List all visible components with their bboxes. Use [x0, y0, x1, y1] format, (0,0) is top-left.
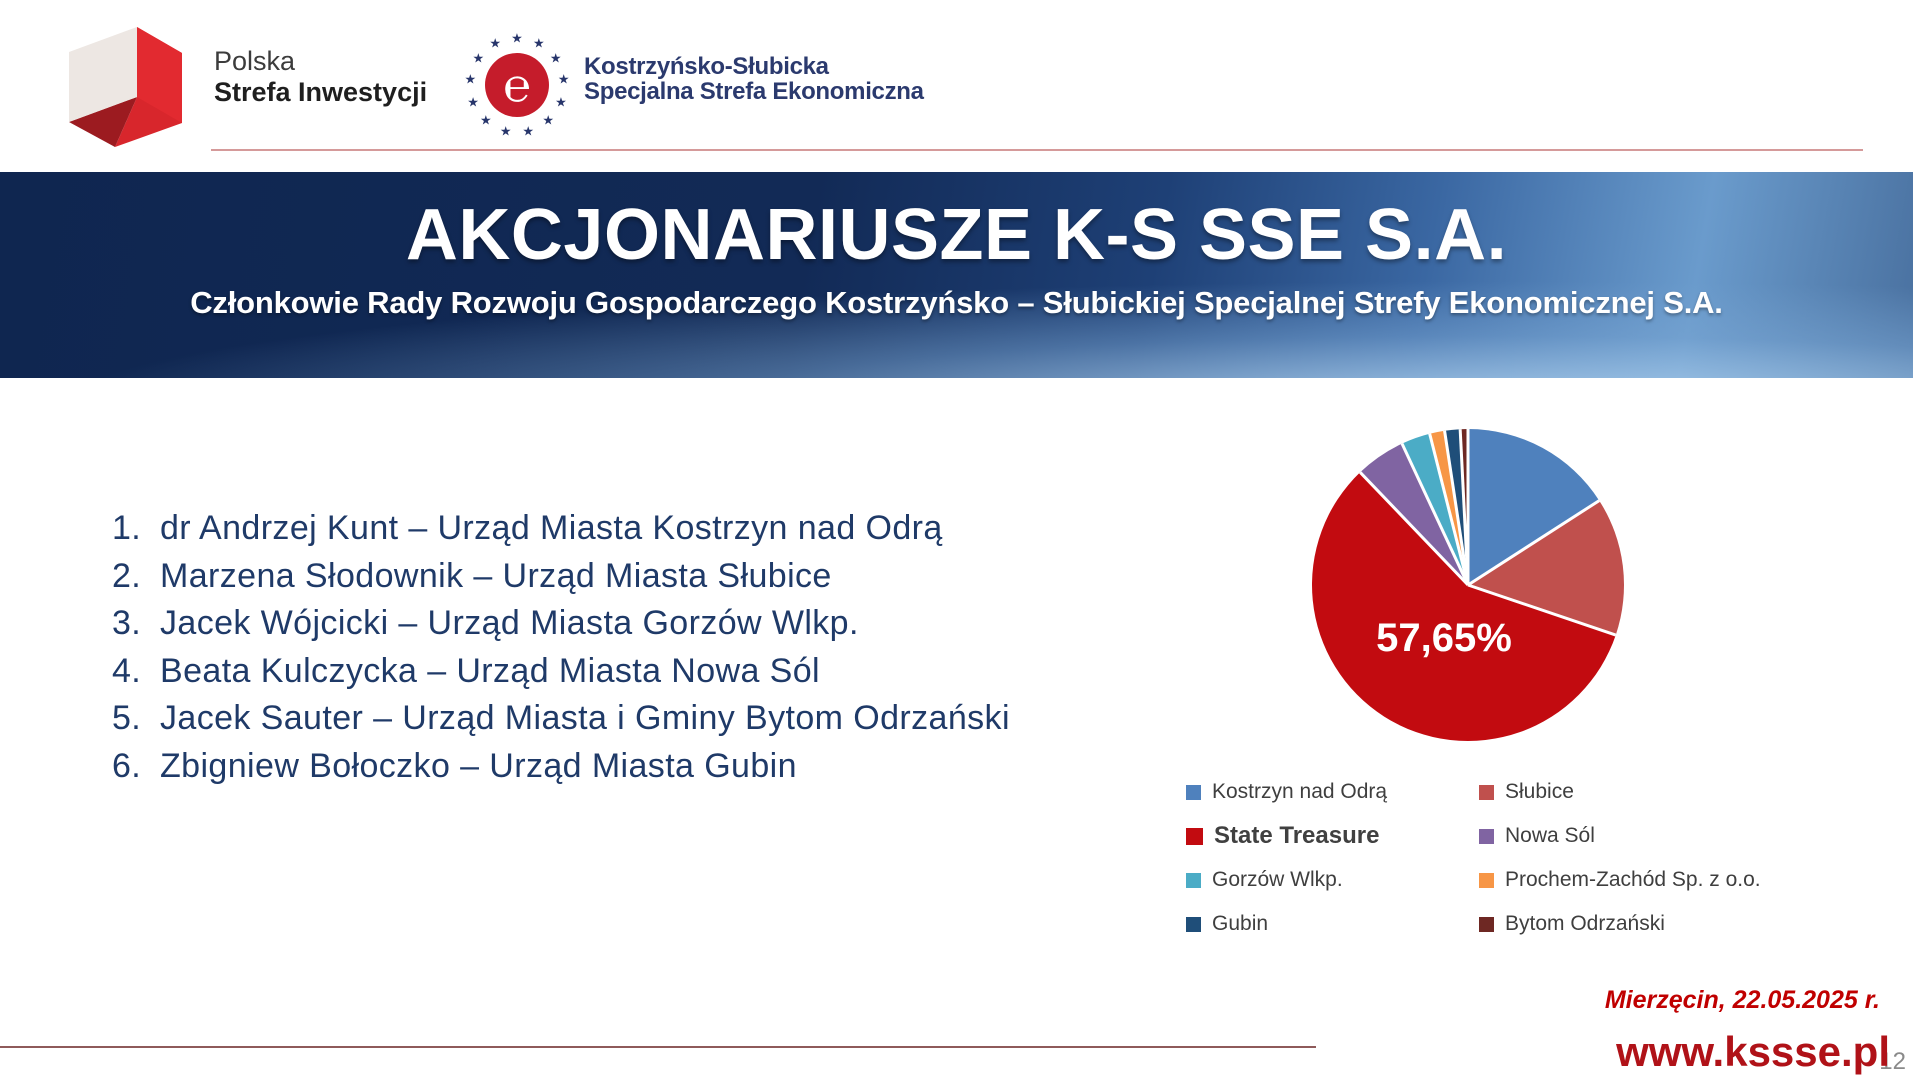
- legend-item: Kostrzyn nad Odrą: [1186, 770, 1479, 814]
- legend-label: Słubice: [1505, 780, 1574, 803]
- pie-slice: [1468, 500, 1624, 636]
- legend-label: Gorzów Wlkp.: [1212, 868, 1343, 891]
- star-icon: ★: [499, 123, 512, 139]
- list-item-number: 5.: [112, 699, 142, 737]
- star-icon: ★: [467, 94, 479, 110]
- list-item: 2. Marzena Słodownik – Urząd Miasta Słubi…: [112, 553, 1152, 601]
- legend-label: State Treasure: [1214, 822, 1380, 849]
- legend-item: Słubice: [1479, 770, 1761, 814]
- list-item: 3. Jacek Wójcicki – Urząd Miasta Gorzów W…: [112, 600, 1152, 648]
- pie-slice-separator: [1400, 443, 1470, 586]
- legend-item: State Treasure: [1186, 814, 1479, 858]
- legend-label: Bytom Odrzański: [1505, 912, 1665, 935]
- pie-slice: [1360, 443, 1468, 585]
- legend-swatch-icon: [1479, 784, 1494, 800]
- pie-slice: [1468, 429, 1600, 585]
- pie-slice-separator: [1359, 471, 1470, 587]
- star-icon: ★: [533, 35, 545, 51]
- page-number: 12: [1879, 1048, 1906, 1075]
- legend-swatch-icon: [1186, 872, 1201, 888]
- list-item-text: Jacek Wójcicki – Urząd Miasta Gorzów Wlk…: [160, 604, 859, 642]
- star-icon: ★: [464, 71, 477, 87]
- legend-item: Nowa Sól: [1479, 814, 1761, 858]
- psi-flag-icon: [69, 27, 182, 147]
- legend-swatch-icon: [1186, 827, 1203, 845]
- title-banner: AKCJONARIUSZE K-S SSE S.A. Członkowie Ra…: [0, 172, 1913, 378]
- list-item: 1. dr Andrzej Kunt – Urząd Miasta Kostrzy…: [112, 505, 1152, 553]
- list-item: 6. Zbigniew Bołoczko – Urząd Miasta Gubin: [112, 743, 1152, 791]
- legend-item: Gorzów Wlkp.: [1186, 858, 1479, 902]
- pie-slice-separator: [1467, 499, 1600, 587]
- legend-swatch-icon: [1186, 916, 1201, 932]
- star-icon: ★: [542, 112, 554, 128]
- chart-legend: Kostrzyn nad Odrą Słubice State Treasure No…: [1186, 770, 1761, 946]
- list-item-text: Beata Kulczycka – Urząd Miasta Nowa Sól: [160, 651, 820, 690]
- legend-label: Prochem-Zachód Sp. z o.o.: [1505, 868, 1761, 891]
- legend-swatch-icon: [1186, 784, 1201, 800]
- pie-slice-separator: [1428, 433, 1470, 586]
- star-icon: ★: [472, 50, 485, 66]
- legend-item: Prochem-Zachód Sp. z o.o.: [1479, 858, 1761, 902]
- website-link[interactable]: www.kssse.pl: [1616, 1028, 1890, 1075]
- list-item-text: Jacek Sauter – Urząd Miasta i Gminy Byto…: [160, 699, 1010, 737]
- pie-slice-separator: [1467, 583, 1617, 637]
- list-item-text: dr Andrzej Kunt – Urząd Miasta Kostrzyn …: [160, 509, 943, 547]
- list-item: 4. Beata Kulczycka – Urząd Miasta Nowa Só…: [112, 648, 1152, 696]
- pie-chart: 57,65%: [1312, 429, 1624, 741]
- star-icon: ★: [511, 30, 523, 46]
- pie-slice-separator: [1443, 430, 1470, 586]
- star-icon: ★: [549, 50, 562, 66]
- list-item: 5. Jacek Sauter – Urząd Miasta i Gminy By…: [112, 695, 1152, 743]
- star-icon: ★: [522, 123, 535, 139]
- legend-label: Kostrzyn nad Odrą: [1212, 780, 1388, 803]
- kssse-logo-line1: Kostrzyńsko-Słubicka: [584, 53, 829, 80]
- list-item-text: Zbigniew Bołoczko – Urząd Miasta Gubin: [160, 746, 797, 785]
- pie-slice: [1312, 472, 1616, 741]
- psi-logo-line1: Polska: [214, 46, 296, 76]
- header-divider: [211, 149, 1863, 151]
- psi-logo-line2: Strefa Inwestycji: [214, 77, 428, 107]
- legend-swatch-icon: [1479, 872, 1494, 888]
- legend-label: Nowa Sól: [1505, 824, 1595, 847]
- star-icon: ★: [555, 94, 567, 110]
- legend-swatch-icon: [1479, 828, 1494, 844]
- star-icon: ★: [489, 35, 501, 51]
- list-item-number: 4.: [112, 651, 142, 690]
- list-item-number: 1.: [112, 509, 142, 547]
- date-location: Mierzęcin, 22.05.2025 r.: [1604, 986, 1880, 1014]
- kssse-logo-text: Kostrzyńsko-Słubicka Specjalna Strefa Ek…: [584, 54, 924, 104]
- star-icon: ★: [557, 71, 570, 87]
- kssse-emblem-icon: ℮: [485, 53, 549, 117]
- legend-swatch-icon: [1479, 916, 1494, 932]
- slide-subtitle: Członkowie Rady Rozwoju Gospodarczego Ko…: [190, 285, 1723, 320]
- kssse-logo: ★ ★ ★ ★ ★ ★ ★ ★ ★ ★ ★ ★ ★ ℮: [464, 30, 570, 140]
- list-item-number: 3.: [112, 604, 142, 642]
- slide-title: AKCJONARIUSZE K-S SSE S.A.: [405, 195, 1508, 275]
- legend-item: Bytom Odrzański: [1479, 902, 1761, 946]
- list-item-number: 6.: [112, 746, 142, 785]
- star-icon: ★: [480, 112, 492, 128]
- members-list: 1. dr Andrzej Kunt – Urząd Miasta Kostrzy…: [112, 505, 1152, 790]
- pie-data-label: 57,65%: [1376, 616, 1512, 660]
- footer-divider: [0, 1046, 1316, 1048]
- list-item-number: 2.: [112, 556, 142, 595]
- kssse-logo-line2: Specjalna Strefa Ekonomiczna: [584, 78, 924, 105]
- legend-item: Gubin: [1186, 902, 1479, 946]
- list-item-text: Marzena Słodownik – Urząd Miasta Słubice: [160, 556, 832, 595]
- legend-label: Gubin: [1212, 912, 1269, 935]
